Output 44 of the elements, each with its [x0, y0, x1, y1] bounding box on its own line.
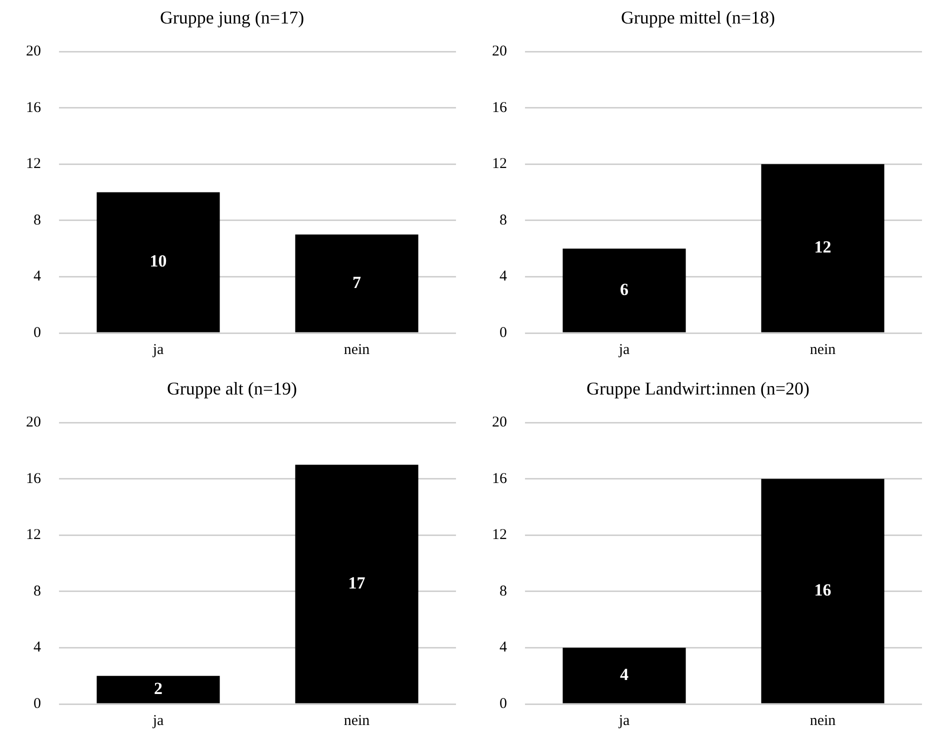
y-tick-label: 20 [26, 44, 41, 60]
y-tick-label: 0 [500, 324, 507, 341]
y-tick-label: 8 [34, 212, 41, 228]
y-tick-label: 20 [492, 414, 507, 431]
data-label: 16 [814, 580, 832, 600]
data-label: 2 [154, 678, 162, 698]
x-tick-label: ja [152, 712, 164, 729]
y-tick-label: 12 [492, 156, 507, 172]
y-tick-label: 8 [500, 583, 507, 600]
y-tick-label: 4 [500, 268, 508, 285]
chart-title: Gruppe jung (n=17) [160, 8, 304, 28]
y-tick-label: 20 [26, 414, 41, 431]
y-tick-label: 12 [26, 527, 41, 544]
x-tick-label: nein [810, 342, 836, 358]
data-label: 6 [620, 280, 628, 299]
chart-title: Gruppe Landwirt:innen (n=20) [586, 378, 810, 399]
y-tick-label: 0 [34, 696, 41, 712]
chart-title: Gruppe alt (n=19) [166, 378, 298, 399]
x-tick-label: nein [810, 712, 836, 729]
x-tick-label: ja [152, 342, 164, 358]
y-tick-label: 16 [492, 100, 508, 116]
y-tick-label: 0 [500, 696, 507, 712]
data-label: 17 [348, 573, 366, 592]
chart-title: Gruppe mittel (n=18) [620, 8, 776, 28]
x-tick-label: ja [618, 712, 630, 729]
y-tick-label: 16 [26, 100, 42, 116]
y-tick-label: 4 [34, 268, 42, 285]
y-tick-label: 12 [26, 156, 41, 172]
y-tick-label: 4 [500, 640, 508, 656]
x-tick-label: ja [618, 342, 630, 358]
y-tick-label: 8 [34, 583, 41, 600]
y-tick-label: 16 [492, 470, 508, 487]
y-tick-label: 4 [34, 640, 42, 656]
y-tick-label: 8 [500, 212, 507, 228]
y-tick-label: 20 [492, 44, 507, 60]
data-label: 10 [150, 252, 167, 271]
data-label: 4 [620, 664, 629, 684]
x-tick-label: nein [344, 712, 370, 729]
y-tick-label: 12 [492, 527, 507, 544]
data-label: 7 [352, 272, 362, 292]
data-label: 12 [814, 238, 832, 257]
x-tick-label: nein [344, 342, 370, 358]
y-tick-label: 16 [26, 470, 42, 487]
y-tick-label: 0 [34, 324, 41, 341]
